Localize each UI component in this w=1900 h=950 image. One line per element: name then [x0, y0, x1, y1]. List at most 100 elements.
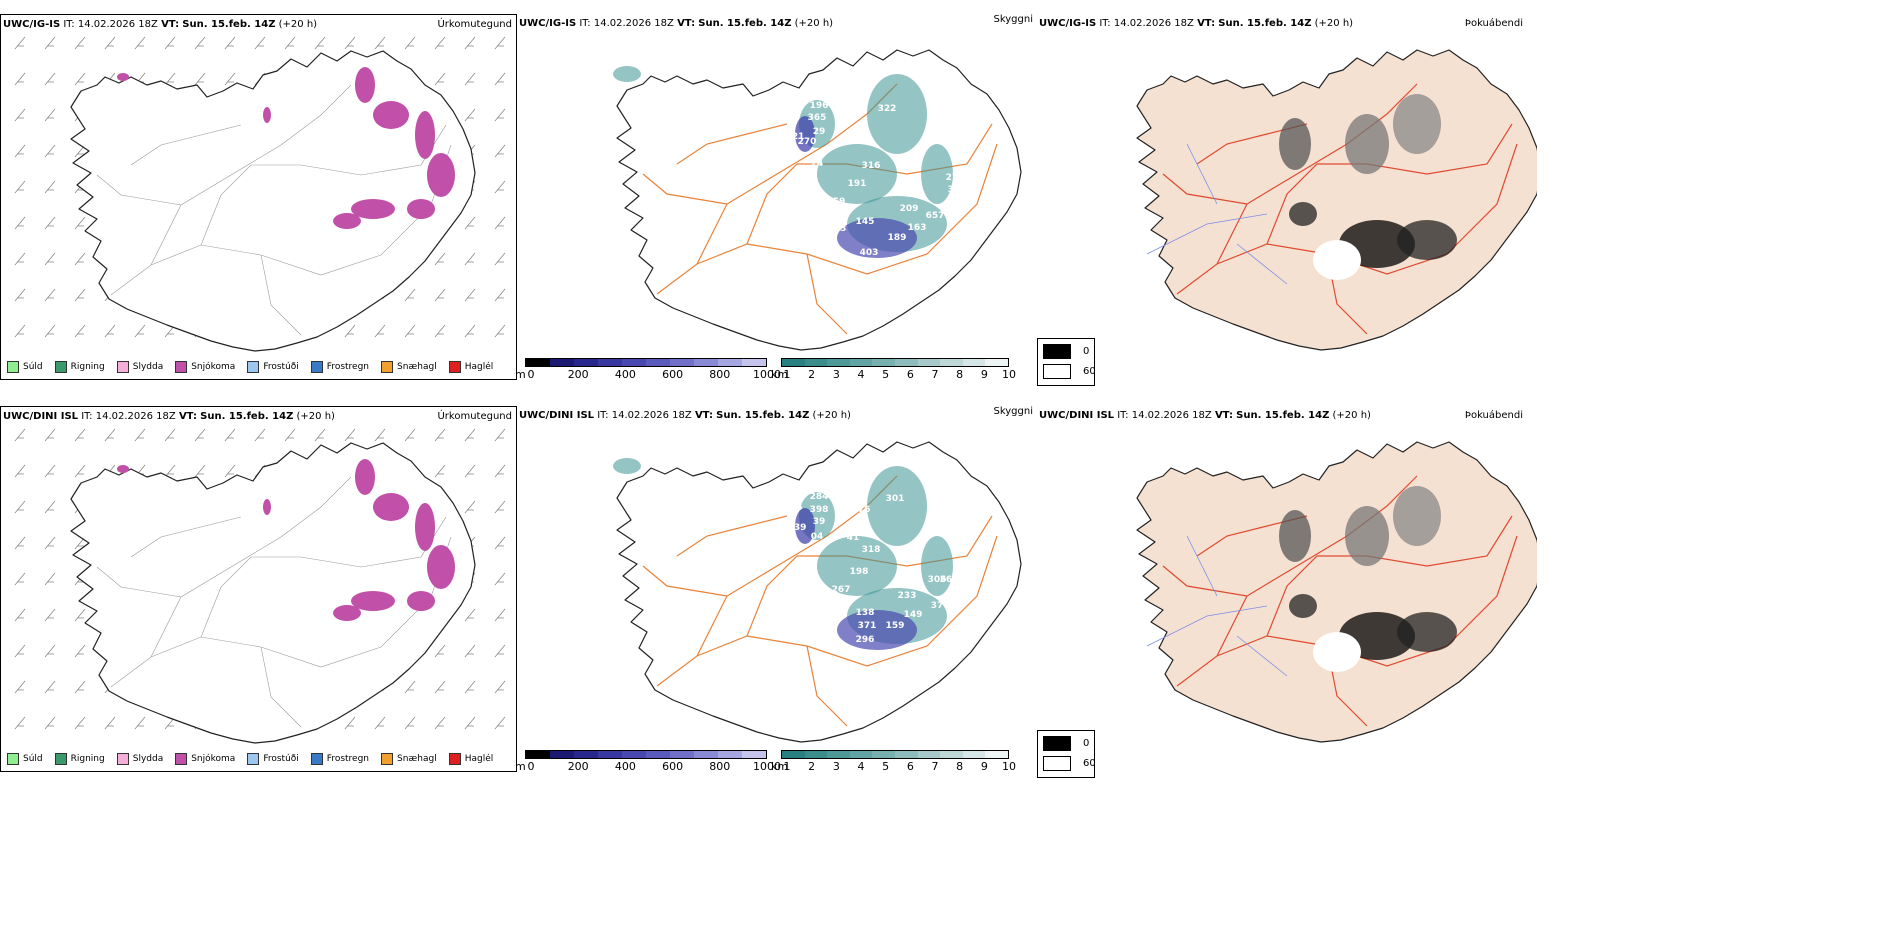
lead-time: (+20 h): [1314, 18, 1354, 29]
wind-barb: [194, 72, 206, 86]
wind-barb: [464, 644, 476, 658]
colorbar-segment: [622, 751, 646, 758]
legend-swatch: [116, 361, 129, 373]
colorbar-segment: [962, 751, 986, 758]
colorbar-ticks: 0 200 400 600 800 1000: [517, 368, 782, 382]
legend-swatch: [448, 361, 461, 373]
wind-barb: [404, 324, 416, 338]
legend-item: Frostregn: [310, 361, 369, 373]
cloud-base-label: 196: [810, 101, 829, 111]
cloud-base-label: 276: [852, 505, 871, 515]
wind-barb: [254, 36, 266, 50]
fog-legend-label: 60: [1083, 758, 1096, 769]
colorbar-unit: km: [771, 760, 789, 773]
wind-barb: [464, 288, 476, 302]
legend-item: Haglél: [448, 753, 493, 765]
panel-title: UWC/DINI ISL IT: 14.02.2026 18Z VT: Sun.…: [519, 410, 851, 421]
wind-barb: [434, 716, 446, 730]
fog-index-legend: 0 60: [1037, 338, 1096, 386]
legend-label: Snæhagl: [397, 754, 437, 764]
wind-barb: [344, 716, 356, 730]
cloud-base-label: 341: [768, 206, 787, 216]
wind-barb: [14, 500, 26, 514]
wind-barb: [254, 428, 266, 442]
colorbar-segment: [804, 751, 828, 758]
wind-barb: [14, 716, 26, 730]
precip-type-map: [14, 428, 506, 744]
fog-legend-item: 0: [1043, 736, 1089, 751]
legend-label: Snjókoma: [191, 754, 236, 764]
legend-label: Slydda: [132, 754, 164, 764]
legend-label: Snjókoma: [191, 362, 236, 372]
wind-barb: [404, 428, 416, 442]
legend-item: Súld: [7, 361, 43, 373]
legend-swatch: [7, 361, 19, 373]
wind-barb: [434, 288, 446, 302]
legend-item: Snæhagl: [381, 753, 437, 765]
cloud-base-label: 41: [847, 533, 860, 543]
low-visibility-area: [613, 458, 641, 474]
legend-item: Snjókoma: [175, 361, 235, 373]
wind-barb: [194, 428, 206, 442]
it-label: IT:: [81, 411, 93, 422]
cloud-base-label: 37: [931, 601, 944, 611]
model-name: UWC/IG-IS: [1039, 18, 1097, 29]
low-visibility-area: [867, 74, 927, 154]
cloud-base-label: 267: [832, 585, 851, 595]
wind-barb: [494, 108, 506, 122]
wind-barb: [434, 464, 446, 478]
legend-item: Rigning: [54, 753, 105, 765]
visibility-label: Skyggni: [993, 14, 1033, 25]
road-line: [642, 565, 728, 597]
cloud-base-label: 398: [810, 505, 829, 515]
wind-barb: [44, 36, 56, 50]
road-line: [1216, 475, 1418, 657]
legend-item: Súld: [7, 753, 43, 765]
colorbar-segment: [742, 359, 766, 366]
wind-barb: [464, 500, 476, 514]
low-cloud-area: [837, 218, 917, 258]
visibility-label: Skyggni: [993, 406, 1033, 417]
wind-barb: [494, 252, 506, 266]
road-line: [200, 124, 447, 246]
wind-barb: [464, 464, 476, 478]
colorbar-ticks: 1 2 3 4 5 6 7 8 9 10: [773, 760, 1017, 774]
wind-barb: [44, 644, 56, 658]
colorbar-segment: [940, 751, 963, 758]
road-line: [200, 516, 447, 638]
wind-barb: [464, 72, 476, 86]
wind-barb: [494, 72, 506, 86]
precip-type-label: Úrkomutegund: [437, 19, 512, 30]
colorbar-segment: [646, 359, 670, 366]
road-line: [130, 516, 242, 558]
wind-barb: [44, 572, 56, 586]
snowfall-area: [355, 459, 375, 495]
colorbar-tick: 7: [931, 368, 939, 381]
vt-value: Sun. 15.feb. 14Z: [716, 410, 810, 421]
glacier-area: [1313, 240, 1361, 280]
snowfall-area: [117, 73, 129, 81]
panel-title: UWC/IG-IS IT: 14.02.2026 18Z VT: Sun. 15…: [1039, 18, 1353, 29]
cloud-base-label: 284: [810, 492, 829, 502]
colorbar-tick: 1: [783, 760, 791, 773]
wind-barb: [44, 680, 56, 694]
cloud-base-label: 263: [772, 589, 791, 599]
it-label: IT:: [1117, 410, 1129, 421]
colorbar-segment: [985, 359, 1008, 366]
legend-item: Slydda: [116, 753, 164, 765]
legend-item: Slydda: [116, 361, 163, 373]
glacier-area: [1313, 632, 1361, 672]
colorbar-tick: 9: [980, 368, 988, 381]
colorbar-tick: 6: [906, 368, 914, 381]
colorbar-segment: [574, 751, 598, 758]
fog-index-map: [1136, 441, 1537, 743]
wind-barb: [494, 428, 506, 442]
wind-barb: [494, 216, 506, 230]
fog-index-panel: UWC/IG-IS IT: 14.02.2026 18Z VT: Sun. 15…: [1037, 14, 1537, 386]
snowfall-area: [351, 199, 395, 219]
colorbar-tick: 200: [567, 368, 589, 381]
fog-index-area: [1279, 118, 1311, 170]
wind-barb: [14, 324, 26, 338]
fog-index-panel: UWC/DINI ISL IT: 14.02.2026 18Z VT: Sun.…: [1037, 406, 1537, 778]
wind-barb: [494, 644, 506, 658]
